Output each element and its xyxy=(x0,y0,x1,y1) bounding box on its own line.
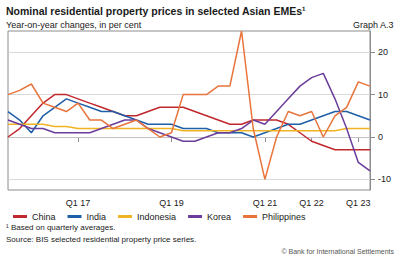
svg-text:Q1 21: Q1 21 xyxy=(253,198,278,208)
svg-text:Q1 22: Q1 22 xyxy=(299,198,324,208)
svg-text:Indonesia: Indonesia xyxy=(137,212,176,222)
svg-text:Year-on-year changes, in per c: Year-on-year changes, in per cent xyxy=(6,20,142,30)
svg-text:Korea: Korea xyxy=(207,212,231,222)
svg-text:Q1 17: Q1 17 xyxy=(66,198,91,208)
svg-text:India: India xyxy=(87,212,107,222)
svg-text:Nominal residential property p: Nominal residential property prices in s… xyxy=(6,5,306,17)
svg-text:Philippines: Philippines xyxy=(262,212,306,222)
svg-text:© Bank for International Settl: © Bank for International Settlements xyxy=(281,248,394,255)
svg-text:Source: BIS selected residenti: Source: BIS selected residential propert… xyxy=(6,235,196,244)
svg-text:10: 10 xyxy=(378,90,388,100)
svg-text:Graph A.3: Graph A.3 xyxy=(353,20,394,30)
svg-text:20: 20 xyxy=(378,47,388,57)
svg-text:¹ Based on quarterly averages.: ¹ Based on quarterly averages. xyxy=(6,223,115,232)
svg-text:-10: -10 xyxy=(378,174,391,184)
svg-text:Q1 19: Q1 19 xyxy=(159,198,184,208)
svg-text:Q1 23: Q1 23 xyxy=(346,198,371,208)
svg-text:China: China xyxy=(32,212,56,222)
svg-text:0: 0 xyxy=(378,132,383,142)
